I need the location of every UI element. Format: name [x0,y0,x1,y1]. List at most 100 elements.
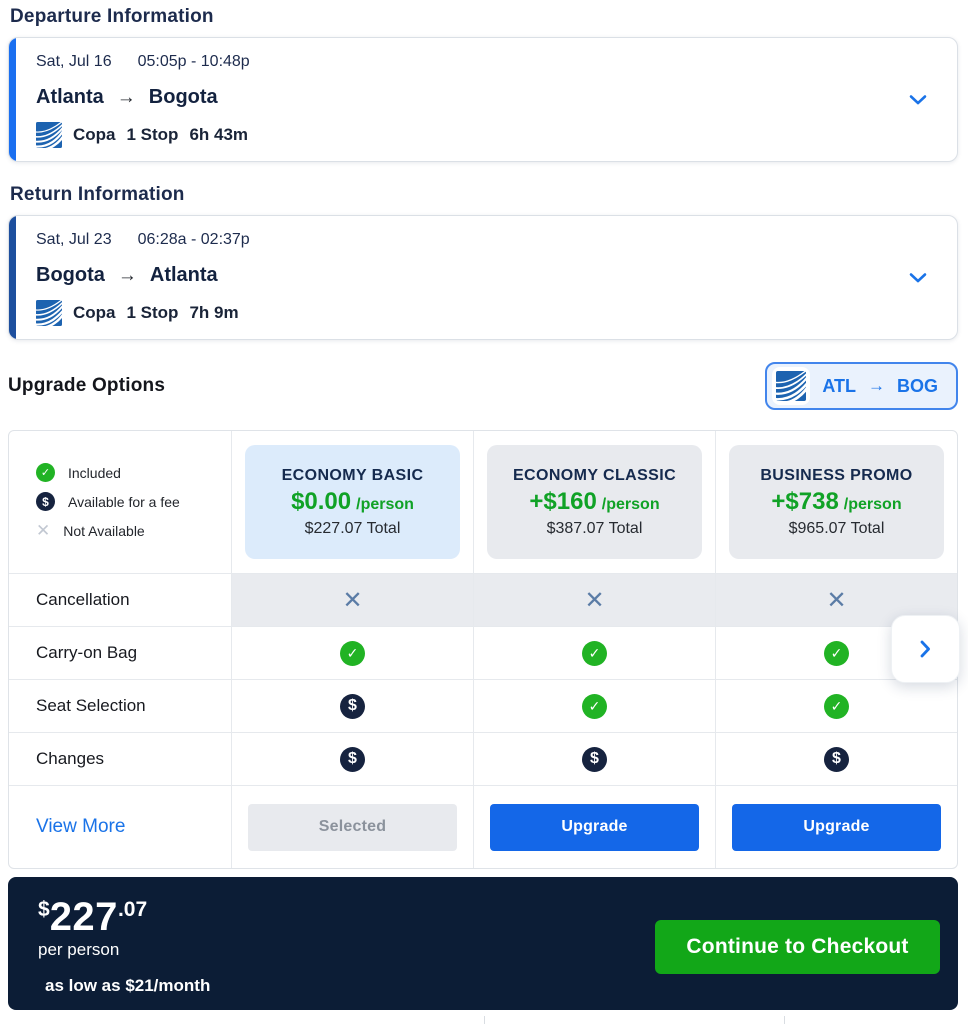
legend-cell: Included Available for a fee Not Availab… [9,431,231,573]
departure-section-title: Departure Information [10,6,214,27]
copa-logo-icon [772,367,811,405]
route-to-code: BOG [896,375,938,396]
route-from-code: ATL [822,375,856,396]
included-icon [36,463,55,482]
copa-logo-icon [34,119,67,151]
return-date-time: Sat, Jul 23 06:28a - 02:37p [36,231,897,249]
departure-flight-card: Sat, Jul 16 05:05p - 10:48p Atlanta → Bog… [8,37,958,162]
route-toggle-button[interactable]: ATL → BOG [765,362,958,410]
price-cents: .07 [117,898,148,921]
upgrade-button[interactable]: Upgrade [732,803,941,851]
legend-item-included: Included [36,463,121,482]
total-price: $227.07 [38,897,210,937]
view-more-link[interactable]: View More [36,816,126,837]
fare-card-economy-basic: ECONOMY BASIC $0.00 /person $227.07 Tota… [245,445,460,559]
action-cell: Upgrade [473,785,715,868]
feature-cell [473,732,715,785]
return-flight-card: Sat, Jul 23 06:28a - 02:37p Bogota → Atla… [8,215,958,340]
status-icon [340,640,365,666]
status-icon [824,693,849,719]
fare-price: +$738 [771,487,839,515]
legend-item-fee: Available for a fee [36,492,180,511]
stops-label: 1 Stop [126,125,179,144]
status-icon [342,586,362,615]
fare-column-header: ECONOMY CLASSIC +$160 /person $387.07 To… [473,431,715,573]
destination-city: Atlanta [149,264,218,286]
fare-column-header: ECONOMY BASIC $0.00 /person $227.07 Tota… [231,431,473,573]
upgrade-options-title: Upgrade Options [8,375,166,396]
per-person-label: per person [38,940,120,959]
flight-date: Sat, Jul 23 [36,231,112,248]
flight-times: 06:28a - 02:37p [137,231,250,248]
departure-accent-bar [9,38,16,161]
status-icon [582,640,607,666]
fare-total: $227.07 Total [304,519,401,537]
departure-carrier-info: Copa 1 Stop 6h 43m [34,119,897,151]
copa-logo-icon [34,297,67,329]
not-available-icon [36,521,50,541]
table-divider-line [784,1016,785,1024]
continue-checkout-button[interactable]: Continue to Checkout [655,919,940,974]
fare-card-business-promo: BUSINESS PROMO +$738 /person $965.07 Tot… [729,445,944,559]
fare-table-wrapper: Included Available for a fee Not Availab… [8,430,960,869]
upgrade-options-header: Upgrade Options ATL → BOG [8,362,958,410]
feature-row-label: Seat Selection [9,679,231,732]
feature-row-label: Changes [9,732,231,785]
fare-price: $0.00 [291,487,352,515]
feature-cell [473,573,715,626]
origin-city: Atlanta [36,86,104,108]
legend-label: Available for a fee [68,493,180,510]
price-summary: $227.07 per person as low as $21/month [38,897,210,996]
airline-name: Copa [73,303,116,322]
duration-label: 7h 9m [189,303,239,322]
fare-price-line: +$738 /person [771,488,901,516]
return-section-title: Return Information [10,184,185,205]
fare-price-line: +$160 /person [529,488,659,516]
selected-button[interactable]: Selected [248,803,457,851]
feature-cell [231,573,473,626]
stops-label: 1 Stop [126,303,179,322]
fare-column-header: BUSINESS PROMO +$738 /person $965.07 Tot… [715,431,957,573]
departure-route: Atlanta → Bogota [36,86,897,109]
origin-city: Bogota [36,264,105,286]
upgrade-button[interactable]: Upgrade [490,803,699,851]
action-cell: Selected [231,785,473,868]
fee-icon [36,492,55,511]
status-icon [582,746,607,772]
status-icon [340,746,365,772]
view-more-cell: View More [9,785,231,868]
financing-note: as low as $21/month [45,976,211,995]
destination-city: Bogota [148,86,218,108]
status-icon [824,746,849,772]
fare-name: ECONOMY CLASSIC [512,466,677,484]
fare-total: $965.07 Total [788,519,885,537]
status-icon [824,640,849,666]
feature-cell [715,626,957,679]
flight-date: Sat, Jul 16 [36,53,112,70]
feature-cell [231,732,473,785]
feature-cell [231,679,473,732]
table-divider-line [484,1016,485,1024]
feature-cell [473,626,715,679]
fare-price-line: $0.00 /person [291,488,414,516]
feature-row-label: Carry-on Bag [9,626,231,679]
status-icon [584,586,604,615]
feature-cell [715,679,957,732]
fare-name: BUSINESS PROMO [760,466,913,484]
fare-total: $387.07 Total [546,519,643,537]
arrow-right-icon: → [867,376,885,395]
duration-label: 6h 43m [189,125,249,144]
return-accent-bar [9,216,16,339]
action-cell: Upgrade [715,785,957,868]
legend-label: Included [68,464,121,481]
legend-label: Not Available [63,523,145,539]
feature-cell [231,626,473,679]
chevron-down-icon[interactable] [909,272,927,283]
airline-name: Copa [73,125,116,144]
checkout-bar: $227.07 per person as low as $21/month C… [8,877,958,1010]
chevron-down-icon[interactable] [909,94,927,105]
status-icon [340,693,365,719]
chevron-right-icon [920,640,931,658]
next-column-button[interactable] [891,615,960,683]
